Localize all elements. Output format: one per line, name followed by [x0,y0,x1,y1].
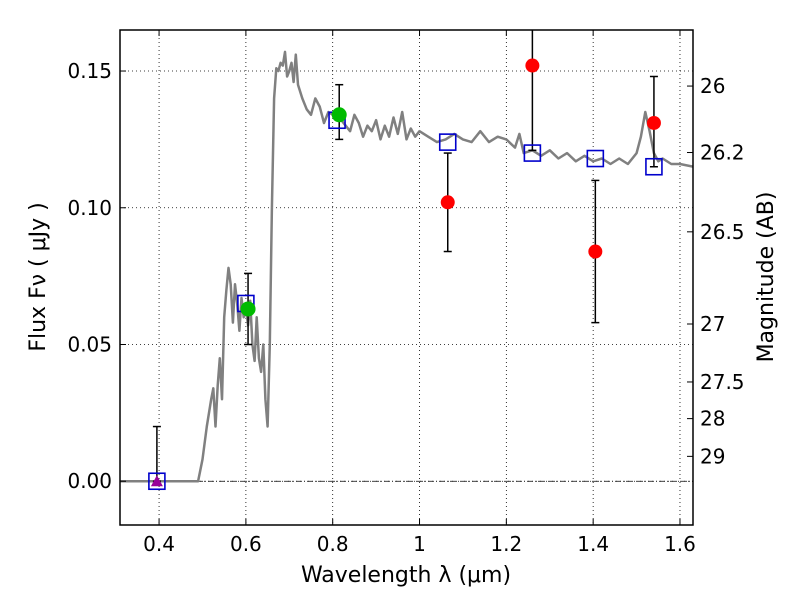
y2-tick-label: 27.5 [700,370,745,394]
model-photometry-square [586,149,605,168]
x-tick-label: 1.2 [490,532,522,556]
y-tick-label: 0.15 [67,59,112,83]
observed-red-point [440,195,455,210]
model-photometry-square [148,472,166,491]
y2-tick-label: 29 [700,444,725,468]
model-photometry-square [523,144,542,162]
x-axis-label: Wavelength λ (μm) [301,563,511,588]
grid [120,30,693,525]
observed-red-point [588,244,603,259]
plot-background [120,30,693,525]
y-tick-label: 0.10 [67,196,112,220]
y2-tick-label: 27 [700,312,725,336]
model-photometry-square [438,133,457,151]
observed-red-point [646,115,661,130]
y2-tick-label: 28 [700,407,725,431]
observed-green-point [331,107,347,123]
observed-green-point [240,301,256,317]
x-tick-label: 1.4 [577,532,609,556]
y-tick-label: 0.05 [67,333,112,357]
y2-tick-label: 26.2 [700,141,745,165]
upper-limit-triangle [150,475,163,487]
x-tick-label: 0.4 [143,532,175,556]
plot-frame [119,29,694,526]
y-tick-label: 0.00 [67,469,112,493]
y2-axis-label: Magnitude (AB) [754,192,779,363]
observed-red-point [525,58,540,73]
x-tick-label: 1 [413,532,426,556]
axes: 0.4 0.6 0.8 1 1.2 1.4 1.6 0.00 0.05 0.10 0.15 26 26.… [67,30,745,556]
x-tick-label: 1.6 [664,532,696,556]
y2-tick-label: 26 [700,74,725,98]
model-photometry-square [645,157,663,176]
x-tick-label: 0.8 [317,532,349,556]
data-layer [120,30,693,491]
y2-tick-label: 26.5 [700,220,745,244]
y-axis-label: Flux Fν ( μJy ) [26,202,51,351]
x-tick-label: 0.6 [230,532,262,556]
